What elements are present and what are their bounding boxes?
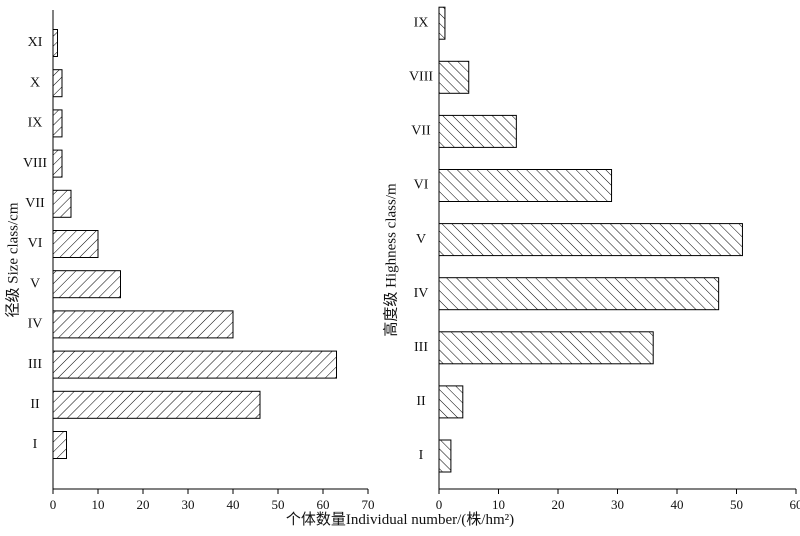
size-class-x-tick-label: 0: [50, 497, 57, 512]
highness-class-x-tick-label: 10: [492, 497, 505, 512]
highness-class-bars: [438, 6, 743, 473]
size-class-bar-VIII: [52, 149, 63, 178]
highness-class-category-label: III: [414, 340, 428, 355]
highness-class-x-tick-label: 50: [730, 497, 743, 512]
size-class-category-label: III: [28, 357, 42, 372]
highness-class-category-label: VI: [414, 178, 429, 193]
highness-class-x-tick-label: 40: [671, 497, 684, 512]
size-class-category-label: XI: [28, 35, 43, 50]
size-class-category-label: X: [30, 75, 40, 90]
highness-class-x-tick-label: 0: [436, 497, 443, 512]
highness-class-category-label: VIII: [409, 70, 433, 85]
size-class-bar-II: [52, 390, 261, 419]
size-class-x-ticks: 0 10 20 30 40 50 60 70: [50, 489, 375, 512]
highness-class-bar-VII: [438, 114, 517, 148]
size-class-bar-V: [52, 270, 121, 299]
highness-class-bar-IX: [438, 6, 446, 40]
size-class-x-tick-label: 60: [317, 497, 330, 512]
highness-class-category-label: IX: [414, 15, 429, 30]
size-class-bar-I: [52, 431, 67, 459]
size-class-category-label: VII: [25, 196, 45, 211]
size-class-x-tick-label: 30: [182, 497, 195, 512]
size-class-x-tick-label: 40: [227, 497, 240, 512]
size-class-x-tick-label: 50: [272, 497, 285, 512]
highness-class-x-tick-label: 20: [552, 497, 565, 512]
highness-class-bar-III: [438, 331, 654, 365]
size-class-category-label: VI: [28, 236, 43, 251]
size-class-x-tick-label: 70: [362, 497, 375, 512]
size-class-category-label: VIII: [23, 156, 47, 171]
highness-class-category-label: I: [419, 448, 424, 463]
size-class-category-label: IV: [28, 317, 43, 332]
highness-class-bar-VIII: [438, 60, 470, 94]
size-class-axis-title: 径级 Size class/cm: [4, 202, 21, 317]
highness-class-x-tick-label: 60: [790, 497, 800, 512]
highness-class-bar-I: [438, 439, 452, 473]
size-class-bar-XI: [52, 29, 58, 57]
size-class-bar-VI: [52, 230, 99, 258]
highness-class-x-tick-label: 30: [611, 497, 624, 512]
highness-class-x-ticks: 0 10 20 30 40 50 60: [436, 489, 800, 512]
size-class-bar-X: [52, 69, 63, 98]
highness-class-category-label: II: [416, 394, 426, 409]
highness-class-category-label: V: [416, 232, 426, 247]
highness-class-bar-VI: [438, 169, 613, 202]
size-class-x-tick-label: 10: [92, 497, 105, 512]
size-class-bar-IX: [52, 109, 63, 138]
highness-class-category-label: IV: [414, 286, 429, 301]
highness-class-category-label: VII: [411, 124, 431, 139]
size-class-bar-VII: [52, 189, 72, 218]
highness-class-axis-title: 高度级 Highness class/m: [382, 183, 399, 337]
highness-class-bar-II: [438, 385, 464, 419]
highness-class-bar-V: [438, 223, 743, 257]
size-class-category-label: V: [30, 276, 40, 291]
size-class-category-label: I: [33, 437, 38, 452]
shared-x-axis-title: 个体数量Individual number/(株/hm²): [286, 511, 514, 528]
size-class-bar-III: [52, 350, 337, 379]
size-class-category-label: II: [30, 397, 40, 412]
size-class-bar-IV: [52, 310, 234, 339]
size-class-bars: [52, 29, 337, 459]
highness-class-bar-IV: [438, 277, 720, 311]
size-class-category-label: IX: [28, 116, 43, 131]
size-class-x-tick-label: 20: [137, 497, 150, 512]
